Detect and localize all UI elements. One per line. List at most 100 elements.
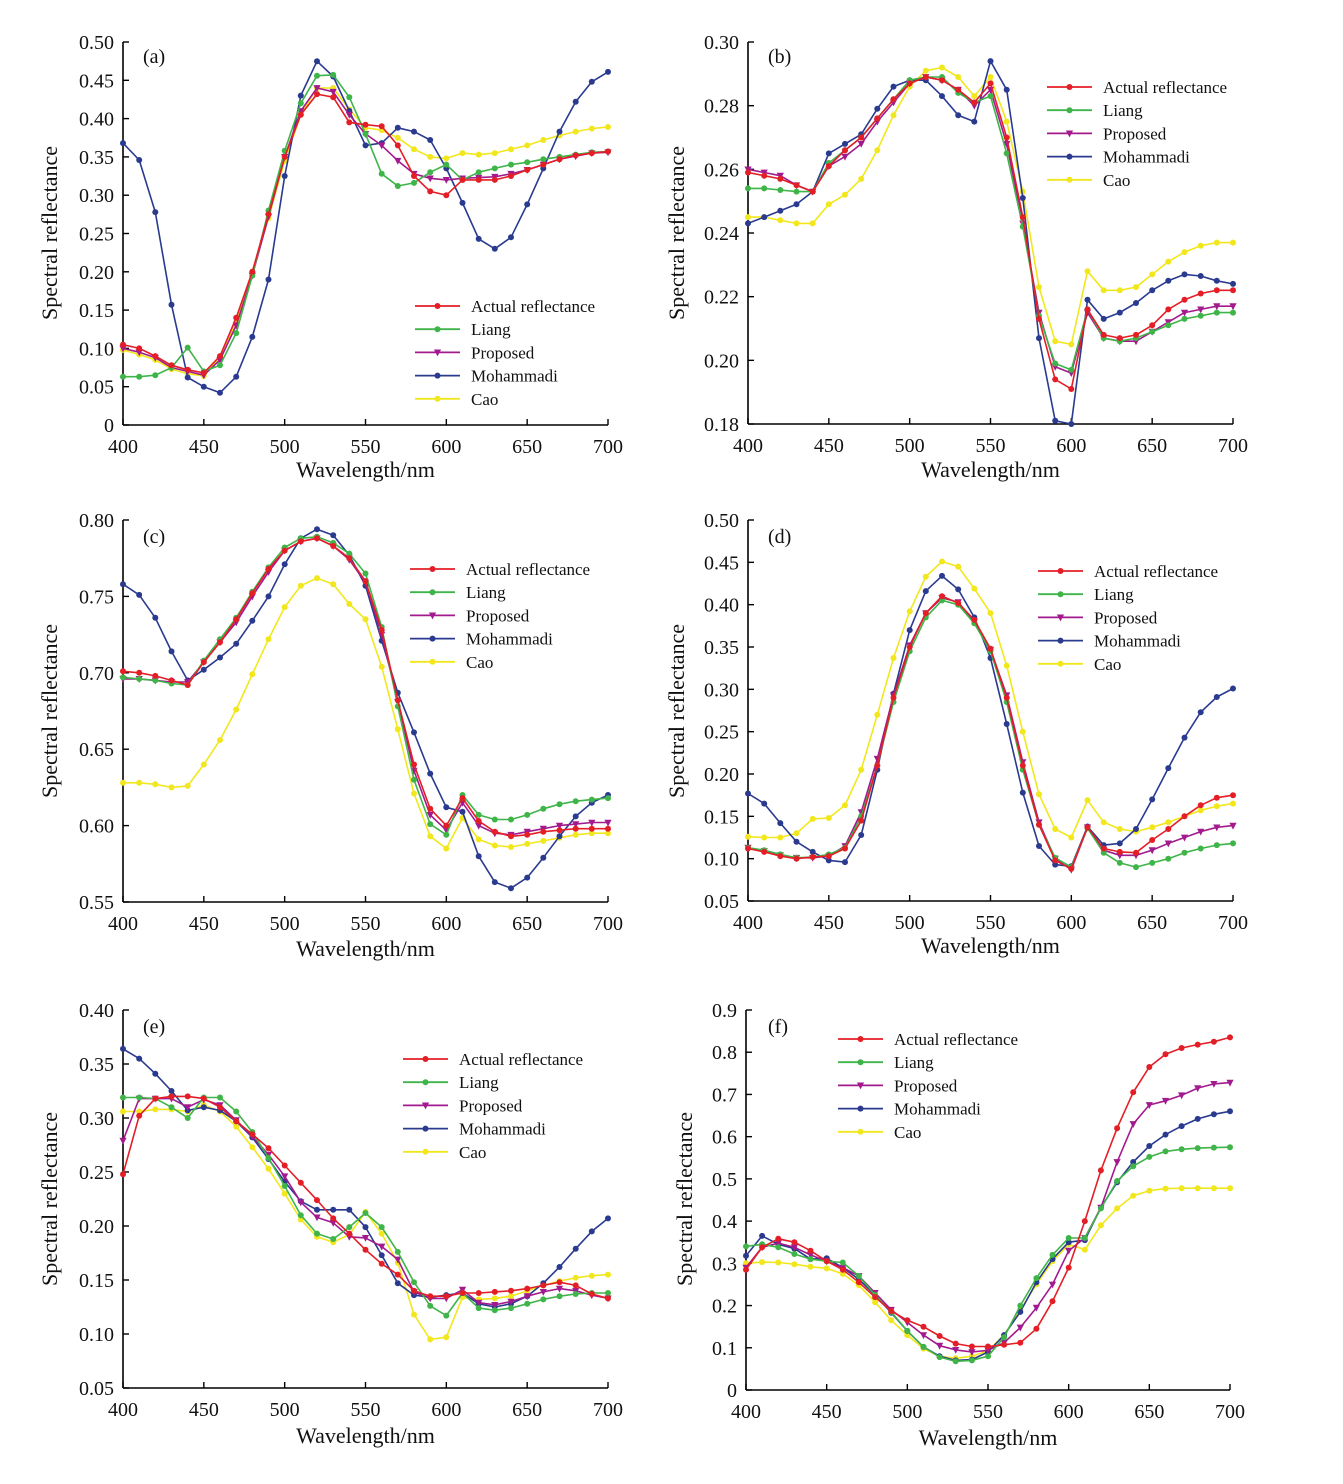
data-point-cao — [842, 802, 848, 809]
series-mohammadi — [120, 58, 611, 396]
x-tick-label: 650 — [1134, 1401, 1164, 1423]
data-point-liang — [1114, 1178, 1121, 1184]
data-point-proposed — [394, 157, 402, 165]
data-point-liang — [1194, 1145, 1201, 1152]
data-point-actual-reflectance — [265, 565, 272, 572]
x-tick-label: 500 — [270, 913, 300, 935]
x-tick-label: 700 — [593, 436, 623, 458]
legend-marker — [429, 566, 436, 572]
data-point-cao — [809, 815, 816, 822]
legend-item-liang: Liang — [838, 1053, 934, 1072]
data-point-actual-reflectance — [1162, 1051, 1169, 1058]
data-point-liang — [411, 179, 417, 186]
data-point-liang — [362, 130, 369, 137]
data-point-actual-reflectance — [906, 644, 913, 650]
data-point-proposed — [329, 1219, 337, 1227]
data-point-actual-reflectance — [745, 169, 751, 176]
x-tick-label: 650 — [512, 436, 542, 458]
data-point-mohammadi — [1197, 709, 1204, 716]
data-point-mohammadi — [825, 150, 832, 157]
y-tick-label: 0.75 — [79, 586, 114, 608]
data-point-cao — [265, 636, 272, 643]
data-point-cao — [508, 146, 514, 153]
data-point-liang — [475, 169, 482, 176]
y-tick-label: 0.25 — [79, 1162, 114, 1184]
data-point-mohammadi — [809, 848, 816, 855]
data-point-cao — [427, 153, 434, 160]
data-point-liang — [556, 1293, 563, 1300]
data-point-actual-reflectance — [1081, 1218, 1088, 1225]
data-point-cao — [987, 610, 994, 617]
data-point-proposed — [1164, 840, 1172, 848]
data-point-actual-reflectance — [346, 1230, 353, 1237]
legend-item-proposed: Proposed — [1038, 608, 1158, 627]
data-point-mohammadi — [475, 235, 482, 242]
data-point-cao — [904, 1332, 911, 1339]
data-point-actual-reflectance — [491, 828, 498, 835]
data-point-mohammadi — [1197, 273, 1204, 279]
y-tick-label: 0.18 — [704, 414, 739, 436]
data-point-proposed — [1180, 834, 1189, 842]
data-point-mohammadi — [265, 276, 272, 283]
data-point-actual-reflectance — [491, 1288, 498, 1295]
data-point-actual-reflectance — [572, 1282, 579, 1289]
data-point-liang — [491, 816, 498, 823]
data-point-actual-reflectance — [605, 1295, 611, 1302]
data-point-cao — [842, 191, 848, 198]
data-point-liang — [491, 165, 498, 172]
data-point-cao — [330, 581, 337, 588]
data-point-actual-reflectance — [233, 616, 240, 623]
data-point-cao — [759, 1259, 766, 1266]
data-point-actual-reflectance — [572, 152, 579, 159]
data-point-actual-reflectance — [411, 761, 417, 768]
data-point-actual-reflectance — [842, 845, 848, 852]
legend-marker — [1057, 637, 1064, 644]
data-point-actual-reflectance — [1197, 290, 1204, 297]
plot-area — [744, 558, 1237, 874]
data-point-mohammadi — [745, 220, 751, 227]
data-point-mohammadi — [842, 859, 848, 866]
data-point-liang — [168, 1104, 175, 1111]
series-line-cao — [747, 66, 1234, 346]
x-tick-label: 450 — [814, 912, 844, 934]
data-point-proposed — [119, 1137, 127, 1145]
data-point-liang — [777, 187, 784, 193]
data-point-actual-reflectance — [971, 99, 978, 106]
legend-item-cao: Cao — [1038, 655, 1121, 674]
legend-item-actual-reflectance: Actual reflectance — [415, 297, 595, 316]
legend-item-cao: Cao — [415, 390, 498, 409]
data-point-actual-reflectance — [475, 818, 482, 824]
x-tick-label: 600 — [431, 1399, 461, 1421]
data-point-liang — [1230, 309, 1236, 316]
series-actual-reflectance — [120, 91, 611, 376]
y-tick-label: 0 — [727, 1380, 737, 1402]
plot-area — [119, 526, 612, 892]
data-point-actual-reflectance — [1100, 331, 1107, 338]
legend-item-actual-reflectance: Actual reflectance — [838, 1030, 1018, 1049]
data-point-cao — [1197, 807, 1204, 814]
data-point-mohammadi — [233, 373, 240, 380]
legend-label: Actual reflectance — [471, 297, 595, 316]
series-line-mohammadi — [122, 60, 609, 394]
data-point-actual-reflectance — [920, 1323, 927, 1330]
series-line-mohammadi — [122, 1048, 609, 1308]
legend-label: Cao — [894, 1123, 921, 1142]
data-point-actual-reflectance — [200, 369, 207, 376]
legend-label: Mohammadi — [894, 1100, 981, 1119]
data-point-actual-reflectance — [588, 1291, 595, 1297]
data-point-actual-reflectance — [775, 1235, 782, 1242]
panel-label: (e) — [143, 1016, 165, 1038]
data-point-liang — [136, 373, 143, 380]
data-point-liang — [443, 161, 450, 168]
data-point-mohammadi — [1017, 1308, 1024, 1315]
data-point-actual-reflectance — [939, 593, 945, 600]
data-point-actual-reflectance — [1194, 1041, 1201, 1048]
data-point-cao — [922, 67, 929, 74]
data-point-actual-reflectance — [1181, 296, 1188, 303]
data-point-actual-reflectance — [249, 590, 256, 597]
data-point-liang — [605, 795, 611, 802]
data-point-mohammadi — [858, 832, 865, 838]
data-point-liang — [1097, 1205, 1104, 1212]
data-point-mohammadi — [152, 209, 159, 216]
y-tick-label: 0.50 — [704, 510, 739, 532]
